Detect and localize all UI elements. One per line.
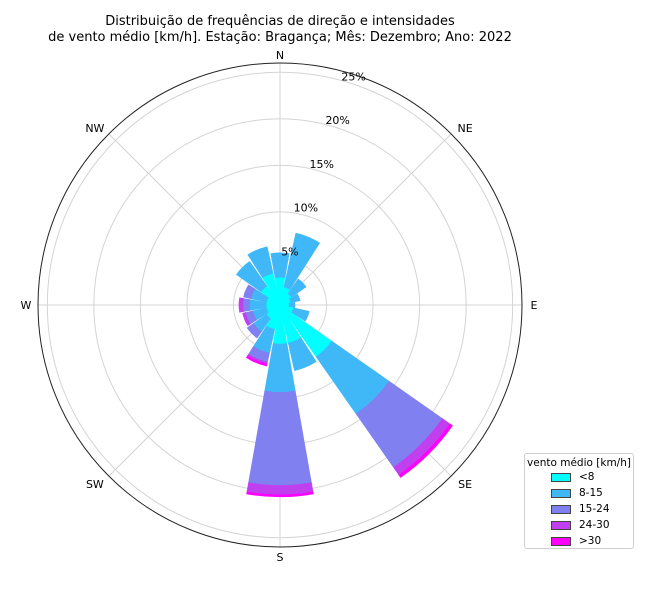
legend-label: 15-24 [579, 503, 610, 515]
legend-item: 24-30 [551, 517, 633, 533]
direction-label-n: N [276, 49, 284, 62]
legend-label: 24-30 [579, 519, 610, 531]
radial-tick-label: 10% [294, 202, 318, 215]
chart-title-line2: de vento médio [km/h]. Estação: Bragança… [48, 30, 512, 45]
wedge-n-bin1 [270, 252, 290, 278]
direction-label-ne: NE [458, 122, 473, 135]
direction-label-s: S [277, 551, 284, 564]
legend-swatch [551, 504, 571, 514]
wedge-se-bin4 [398, 423, 453, 478]
legend-item: <8 [551, 469, 633, 485]
wedge-s-bin4 [246, 491, 314, 498]
direction-label-nw: NW [85, 122, 104, 135]
legend-title: vento médio [km/h] [527, 457, 631, 469]
wedge-ese-bin1 [291, 307, 310, 322]
legend-swatch [551, 520, 571, 530]
wedge-ssw-bin4 [245, 355, 268, 367]
wedge-nnw-bin1 [247, 246, 274, 279]
chart-title-line1: Distribuição de frequências de direção e… [105, 14, 455, 29]
direction-label-sw: SW [86, 478, 104, 491]
legend-item: >30 [551, 533, 633, 549]
wedge-nne-bin1 [283, 232, 321, 290]
legend-label: >30 [579, 535, 602, 547]
radial-tick-label: 25% [341, 70, 365, 83]
wedge-w-bin3 [238, 297, 244, 313]
legend-swatch [551, 536, 571, 546]
wedge-wnw-bin2 [243, 284, 256, 300]
legend-label: 8-15 [579, 487, 603, 499]
wedge-sse-bin1 [287, 337, 317, 371]
wedge-ene-bin1 [288, 293, 301, 304]
legend-item: 8-15 [551, 485, 633, 501]
direction-label-w: W [21, 299, 32, 312]
direction-label-e: E [531, 299, 538, 312]
legend-label: <8 [579, 471, 595, 483]
wedge-wsw-bin3 [242, 312, 251, 327]
grid-spoke [279, 133, 452, 306]
wedge-sw-bin2 [246, 323, 262, 339]
radial-tick-label: 20% [325, 114, 349, 127]
wedge-e-bin1 [288, 301, 296, 309]
chart-title: Distribuição de frequências de direção e… [0, 14, 560, 46]
legend: vento médio [km/h] <8 8-15 15-24 24-30 >30 [524, 453, 634, 549]
legend-swatch [551, 488, 571, 498]
legend-swatch [551, 472, 571, 482]
wedge-nw-bin1 [235, 260, 268, 293]
radial-tick-label: 5% [281, 245, 298, 258]
legend-item: 15-24 [551, 501, 633, 517]
legend-items: <8 8-15 15-24 24-30 >30 [525, 469, 633, 549]
wedge-s-bin2 [248, 390, 312, 486]
wedge-ne-bin1 [287, 278, 307, 298]
direction-label-se: SE [458, 478, 472, 491]
radial-tick-label: 15% [310, 158, 334, 171]
wedge-w-bin2 [242, 298, 251, 312]
outer-circle [37, 62, 523, 548]
